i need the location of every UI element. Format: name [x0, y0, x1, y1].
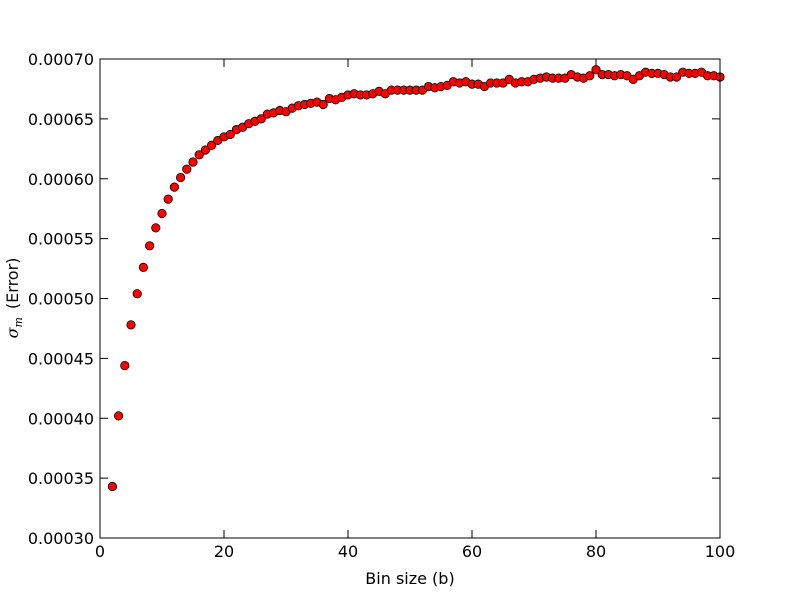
point [107, 481, 118, 492]
y-tick-label: 0.00035 [28, 469, 94, 488]
point [591, 65, 601, 75]
point [182, 164, 192, 174]
x-tick-label: 20 [214, 542, 234, 561]
x-tick-label: 100 [705, 542, 736, 561]
point [176, 172, 186, 183]
y-tick-label: 0.00070 [28, 50, 94, 69]
y-tick-label: 0.00045 [28, 349, 94, 368]
y-label-text: (Error) [3, 258, 22, 309]
point [585, 71, 595, 81]
y-tick-label: 0.00040 [28, 409, 94, 428]
point [120, 360, 130, 371]
y-label-symbol: σ [3, 326, 22, 338]
point [114, 411, 124, 421]
point [145, 241, 155, 251]
y-tick-label: 0.00030 [28, 529, 94, 548]
y-label-subscript: m [12, 317, 25, 327]
plot-frame [99, 58, 721, 539]
point [138, 262, 148, 272]
y-tick-label: 0.00065 [28, 110, 94, 129]
point [225, 129, 235, 140]
y-tick-label: 0.00055 [28, 230, 94, 249]
point [151, 223, 161, 233]
point [126, 320, 136, 330]
y-tick-label: 0.00060 [28, 170, 94, 189]
point [157, 208, 167, 219]
point [318, 99, 328, 110]
y-tick-label: 0.00050 [28, 290, 94, 309]
point [169, 182, 179, 192]
point [256, 114, 266, 124]
x-tick-label: 40 [338, 542, 358, 561]
point [194, 150, 204, 160]
point [132, 289, 142, 299]
point [207, 140, 217, 150]
y-axis-label: σm (Error) [3, 258, 25, 339]
x-axis-label: Bin size (b) [365, 569, 454, 588]
point [163, 194, 173, 204]
x-tick-label: 60 [462, 542, 482, 561]
x-tick-label: 80 [586, 542, 606, 561]
point [671, 72, 682, 82]
point [200, 145, 210, 155]
x-tick-label: 0 [95, 542, 105, 561]
point [188, 157, 198, 167]
